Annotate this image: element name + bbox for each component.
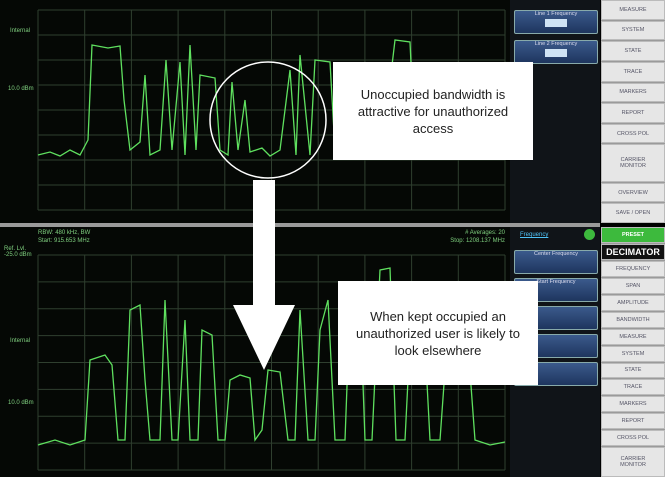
- menu-button[interactable]: PRESET: [601, 227, 665, 243]
- menu-button[interactable]: MARKERS: [601, 83, 665, 103]
- side-title: Frequency: [520, 232, 548, 238]
- level-label: 10.0 dBm: [8, 400, 34, 406]
- button-label: Line 2 Frequency: [535, 41, 578, 47]
- menu-button[interactable]: DECIMATOR: [601, 244, 665, 260]
- menu-button[interactable]: TRACE: [601, 62, 665, 82]
- help-icon[interactable]: [584, 229, 595, 240]
- menu-button[interactable]: SYSTEM: [601, 346, 665, 362]
- menu-button[interactable]: REPORT: [601, 103, 665, 123]
- menu-button[interactable]: OVERVIEW: [601, 183, 665, 203]
- side-button[interactable]: Line 1 Frequency: [514, 10, 598, 34]
- menu-button[interactable]: MEASURE: [601, 329, 665, 345]
- side-button[interactable]: Center Frequency: [514, 250, 598, 274]
- side-button[interactable]: Line 2 Frequency: [514, 40, 598, 64]
- menu-button[interactable]: AMPLITUDE: [601, 295, 665, 311]
- header-text: Ref. Lvl. -25.0 dBm: [4, 246, 34, 258]
- level-label: Internal: [10, 28, 30, 34]
- menu-button[interactable]: CARRIER MONITOR: [601, 447, 665, 477]
- level-label: Internal: [10, 338, 30, 344]
- header-text: Stop: 1208.137 MHz: [420, 238, 505, 244]
- menu-button[interactable]: FREQUENCY: [601, 261, 665, 277]
- menu-button[interactable]: MARKERS: [601, 396, 665, 412]
- menu-button[interactable]: SPAN: [601, 278, 665, 294]
- callout: When kept occupied an unauthorized user …: [338, 281, 538, 385]
- callout: Unoccupied bandwidth is attractive for u…: [333, 62, 533, 160]
- header-text: RBW: 480 kHz, BW: [38, 230, 90, 236]
- menu-button[interactable]: REPORT: [601, 413, 665, 429]
- header-text: # Averages: 20: [420, 230, 505, 236]
- menu-button[interactable]: CROSS POL: [601, 124, 665, 144]
- header-text: Start: 915.653 MHz: [38, 238, 90, 244]
- level-label: 10.0 dBm: [8, 86, 34, 92]
- menu-button[interactable]: STATE: [601, 41, 665, 61]
- menu-button[interactable]: BANDWIDTH: [601, 312, 665, 328]
- menu-button[interactable]: CROSS POL: [601, 430, 665, 446]
- screenshot: Internal 10.0 dBm Line 1 Frequency Line …: [0, 0, 665, 477]
- menu-button[interactable]: SAVE / OPEN: [601, 203, 665, 223]
- menu-button[interactable]: SYSTEM: [601, 21, 665, 41]
- menu-button[interactable]: CARRIER MONITOR: [601, 144, 665, 181]
- menu-button[interactable]: STATE: [601, 363, 665, 379]
- menu-button[interactable]: MEASURE: [601, 0, 665, 20]
- button-label: Line 1 Frequency: [535, 11, 578, 17]
- menu-button[interactable]: TRACE: [601, 379, 665, 395]
